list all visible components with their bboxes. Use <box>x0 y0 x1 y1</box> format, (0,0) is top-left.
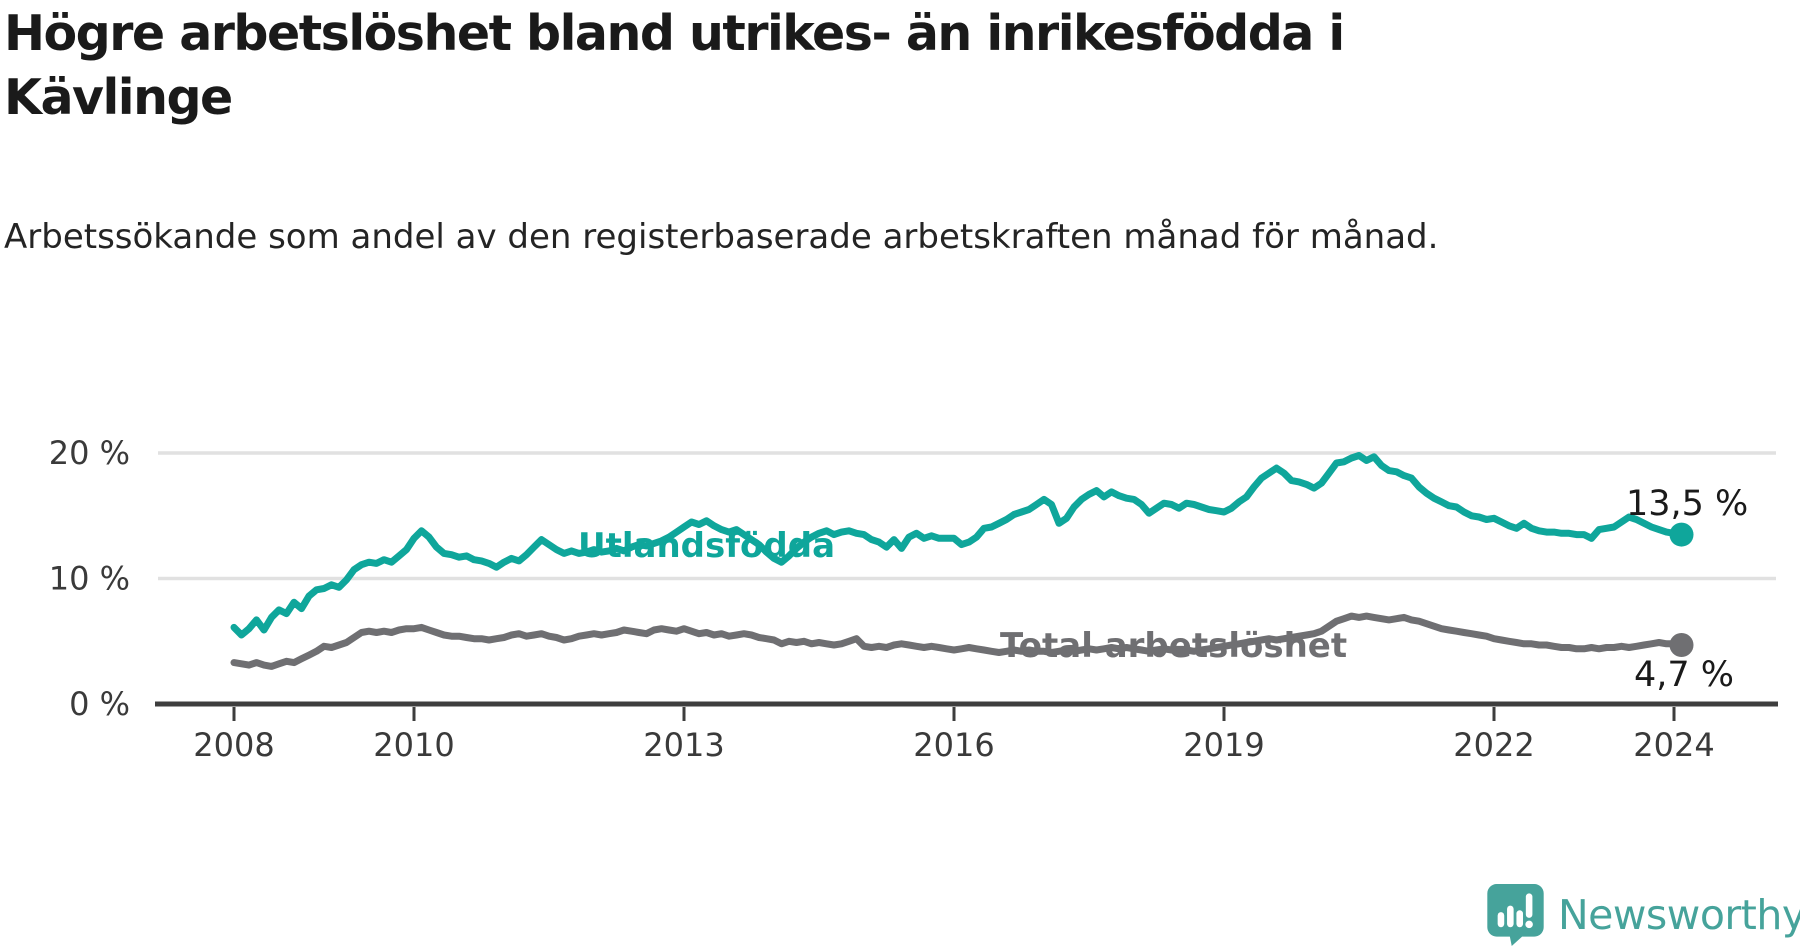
newsworthy-bubble-icon <box>1487 884 1544 946</box>
newsworthy-logo: Newsworthy <box>1487 884 1800 946</box>
line-series-1 <box>230 612 1685 670</box>
x-tick-label-2016: 2016 <box>913 726 994 764</box>
series-label-total-arbetsloshet: Total arbetslöshet <box>1000 626 1347 666</box>
x-axis <box>155 701 1778 721</box>
x-tick-label-2010: 2010 <box>373 726 454 764</box>
series-paths <box>230 452 1694 670</box>
x-tick-label-2022: 2022 <box>1453 726 1534 764</box>
end-value-label-utlandsfodda: 13,5 % <box>1626 484 1748 524</box>
x-tick-label-2008: 2008 <box>193 726 274 764</box>
end-dot-series-0 <box>1669 522 1694 547</box>
line-series-0 <box>230 452 1685 639</box>
end-dot-series-1 <box>1669 633 1694 657</box>
y-tick-label-20: 20 % <box>49 434 130 472</box>
gridlines <box>158 451 1776 581</box>
y-tick-label-10: 10 % <box>49 560 130 598</box>
y-tick-label-0: 0 % <box>69 685 130 723</box>
axis-labels: 0 % 10 % 20 % 2008 2010 2013 2016 2019 2022 2024 <box>49 434 1715 764</box>
page-subtitle: Arbetssökande som andel av den registerb… <box>4 217 1439 257</box>
series-label-utlandsfodda: Utlandsfödda <box>578 526 835 566</box>
x-tick-label-2024: 2024 <box>1633 726 1714 764</box>
x-tick-label-2013: 2013 <box>643 726 724 764</box>
end-value-label-total: 4,7 % <box>1634 655 1734 695</box>
page-title: Högre arbetslöshet bland utrikes- än inr… <box>4 5 1345 126</box>
newsworthy-brand-name: Newsworthy <box>1558 891 1800 939</box>
x-tick-label-2019: 2019 <box>1183 726 1264 764</box>
